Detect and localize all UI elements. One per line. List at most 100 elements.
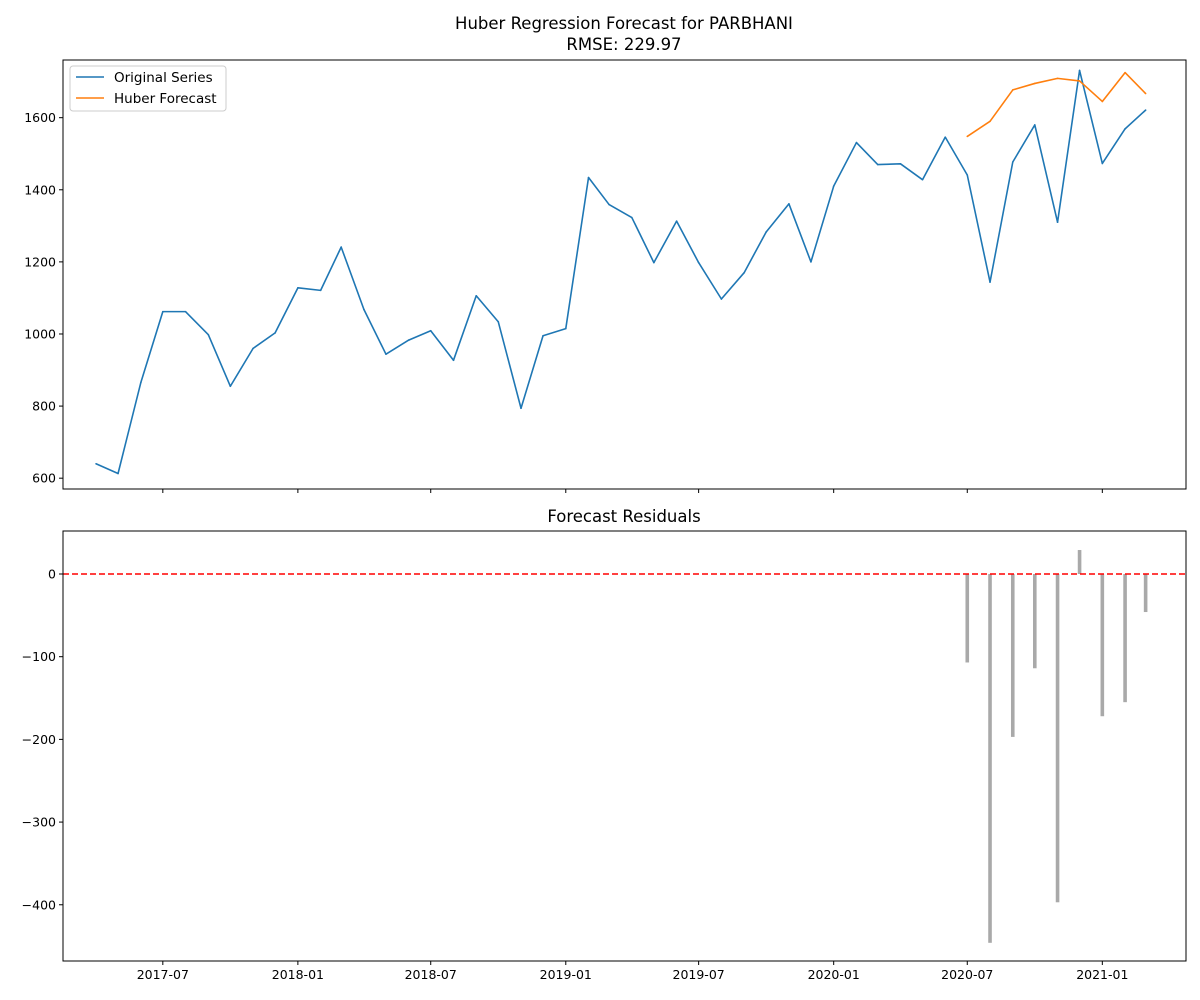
data-point-original-series <box>720 298 723 300</box>
data-point-original-series <box>966 174 969 176</box>
data-point-huber-forecast <box>1033 82 1036 85</box>
forecast-chart: Huber Regression Forecast for PARBHANI R… <box>24 14 1187 493</box>
x-tick-label: 2017-07 <box>137 967 189 982</box>
y-tick-label: 1200 <box>24 254 56 269</box>
x-tick-label: 2020-01 <box>808 967 860 982</box>
legend-label-original: Original Series <box>114 70 213 86</box>
data-point-original-series <box>1101 162 1104 165</box>
data-point-original-series <box>340 246 342 248</box>
x-tick-label: 2018-07 <box>405 967 457 982</box>
residuals-title: Forecast Residuals <box>547 507 700 526</box>
data-point-original-series <box>1078 69 1081 72</box>
legend-label-forecast: Huber Forecast <box>114 91 217 107</box>
data-point-original-series <box>765 231 767 233</box>
data-point-original-series <box>497 320 500 323</box>
y-tick-label: −100 <box>22 649 56 664</box>
residuals-y-axis: 0 −100 −200 −300 −400 <box>22 567 63 912</box>
residual-bar <box>1010 574 1015 737</box>
data-point-original-series <box>564 327 567 330</box>
residual-bar <box>988 574 992 943</box>
data-point-original-series <box>810 261 812 263</box>
residual-bars-group <box>965 550 1148 943</box>
forecast-y-axis: 600 800 1000 1200 1400 1600 <box>24 110 63 486</box>
data-point-original-series <box>1033 124 1036 126</box>
residual-bar <box>1055 574 1060 903</box>
data-point-original-series <box>429 329 432 332</box>
data-point-original-series <box>140 381 142 384</box>
data-point-original-series <box>899 163 902 165</box>
data-point-original-series <box>653 261 655 264</box>
forecast-axes-frame <box>62 59 1187 490</box>
data-point-original-series <box>631 216 633 219</box>
y-tick-label: 1400 <box>24 182 56 197</box>
data-point-original-series <box>855 141 858 144</box>
data-point-original-series <box>363 308 365 311</box>
data-point-original-series <box>608 203 610 206</box>
residual-bar <box>1077 550 1082 574</box>
x-tick-label: 2021-01 <box>1076 967 1128 982</box>
residuals-chart: Forecast Residuals 0 −100 −200 −300 −400 201… <box>22 507 1187 982</box>
data-point-huber-forecast <box>966 135 969 138</box>
data-point-huber-forecast <box>1144 92 1147 95</box>
data-point-original-series <box>542 334 544 337</box>
data-point-original-series <box>407 339 410 341</box>
data-point-original-series <box>697 261 700 264</box>
legend: Original Series Huber Forecast <box>69 65 227 112</box>
forecast-x-axis <box>162 489 1103 493</box>
x-tick-label: 2019-01 <box>540 967 592 982</box>
data-point-original-series <box>1144 109 1147 111</box>
y-tick-label: −200 <box>22 732 56 747</box>
data-point-original-series <box>95 462 97 465</box>
data-point-original-series <box>319 289 322 292</box>
data-point-huber-forecast <box>1124 71 1126 74</box>
data-point-original-series <box>117 472 119 475</box>
y-tick-label: 0 <box>48 567 56 582</box>
data-point-original-series <box>675 220 678 222</box>
data-point-original-series <box>1124 128 1126 130</box>
data-point-original-series <box>1011 161 1014 163</box>
data-point-original-series <box>207 333 210 336</box>
y-tick-label: 600 <box>32 471 56 486</box>
data-point-original-series <box>520 407 522 410</box>
residual-bar <box>965 574 970 663</box>
residuals-axes-frame <box>62 530 1187 962</box>
data-point-original-series <box>274 332 276 334</box>
data-point-original-series <box>252 347 254 350</box>
data-point-original-series <box>162 310 164 313</box>
residual-bar <box>1143 574 1148 613</box>
chart-title: Huber Regression Forecast for PARBHANI <box>455 14 793 33</box>
series-line-original-series <box>95 69 1147 475</box>
data-point-original-series <box>229 385 232 388</box>
residual-bar <box>1123 574 1127 703</box>
data-point-original-series <box>297 287 299 289</box>
data-point-original-series <box>184 310 187 313</box>
data-point-huber-forecast <box>989 120 991 123</box>
data-point-original-series <box>743 271 745 274</box>
data-point-original-series <box>989 281 991 283</box>
x-tick-label: 2020-07 <box>941 967 993 982</box>
data-point-original-series <box>452 359 455 362</box>
data-point-huber-forecast <box>1056 77 1059 80</box>
residual-bar <box>1032 574 1037 669</box>
data-point-original-series <box>788 203 790 205</box>
legend-box <box>69 65 227 112</box>
data-point-huber-forecast <box>1078 80 1081 82</box>
y-tick-label: 1000 <box>24 326 56 341</box>
forecast-series-group <box>95 69 1147 475</box>
data-point-original-series <box>475 294 478 297</box>
y-tick-label: −300 <box>22 815 56 830</box>
x-tick-label: 2019-07 <box>673 967 725 982</box>
data-point-original-series <box>587 176 590 179</box>
data-point-huber-forecast <box>1011 89 1014 91</box>
y-tick-label: 800 <box>32 399 56 414</box>
data-point-original-series <box>921 178 924 181</box>
chart-subtitle: RMSE: 229.97 <box>566 35 681 54</box>
y-tick-label: 1600 <box>24 110 56 125</box>
y-tick-label: −400 <box>22 897 56 912</box>
data-point-original-series <box>876 163 879 166</box>
data-point-original-series <box>944 136 947 138</box>
data-point-original-series <box>1056 221 1059 224</box>
residuals-x-axis: 2017-07 2018-01 2018-07 2019-01 2019-07 2020-… <box>137 961 1128 982</box>
